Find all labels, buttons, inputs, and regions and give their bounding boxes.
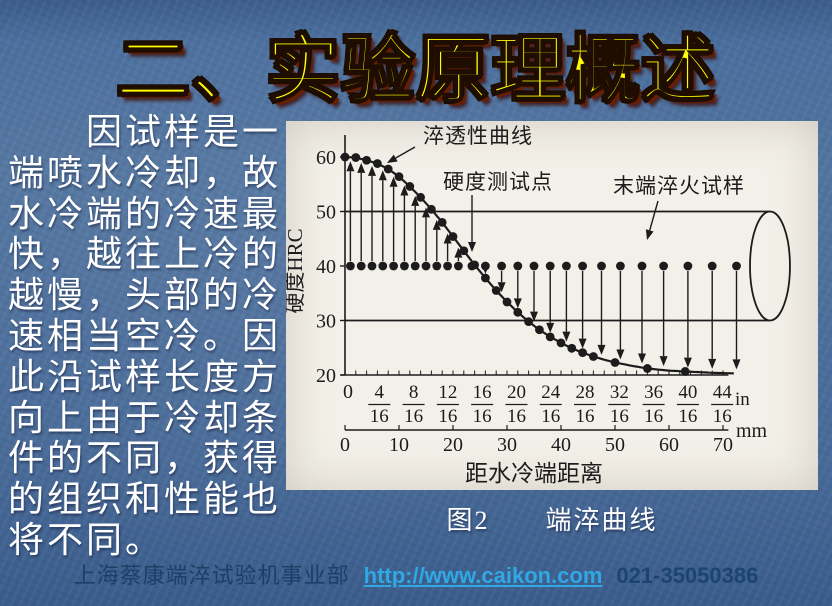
svg-text:16: 16 bbox=[473, 406, 492, 427]
body-paragraph: 因试样是一端喷水冷却，故水冷端的冷速最快，越往上冷的越慢，头部的冷速相当空冷。因… bbox=[8, 112, 282, 560]
svg-text:16: 16 bbox=[370, 406, 389, 427]
svg-text:36: 36 bbox=[644, 382, 663, 403]
svg-text:16: 16 bbox=[404, 406, 423, 427]
footer-phone: 021-35050386 bbox=[616, 563, 759, 588]
footer-company: 上海蔡康端淬试验机事业部 bbox=[73, 563, 350, 588]
svg-text:mm: mm bbox=[736, 420, 768, 442]
svg-text:20: 20 bbox=[316, 365, 336, 387]
svg-text:16: 16 bbox=[576, 406, 595, 427]
svg-text:10: 10 bbox=[389, 434, 409, 456]
svg-text:20: 20 bbox=[507, 382, 526, 403]
jominy-chart-svg: 20 30 40 50 60 硬度HRC 0 4 16 8 16 12 16 16 16 20 16 24 16 28… bbox=[286, 124, 791, 486]
svg-text:60: 60 bbox=[316, 147, 336, 169]
svg-text:40: 40 bbox=[678, 382, 697, 403]
svg-text:16: 16 bbox=[438, 406, 457, 427]
svg-text:12: 12 bbox=[438, 382, 457, 403]
svg-text:末端淬火试样: 末端淬火试样 bbox=[613, 174, 745, 198]
svg-text:16: 16 bbox=[507, 406, 526, 427]
svg-text:32: 32 bbox=[610, 382, 629, 403]
svg-text:44: 44 bbox=[713, 382, 733, 403]
jominy-figure: 20 30 40 50 60 硬度HRC 0 4 16 8 16 12 16 16 16 20 16 24 16 28… bbox=[286, 121, 818, 490]
svg-text:16: 16 bbox=[610, 406, 629, 427]
svg-text:8: 8 bbox=[409, 382, 419, 403]
svg-text:60: 60 bbox=[659, 434, 679, 456]
svg-text:40: 40 bbox=[551, 434, 571, 456]
svg-text:30: 30 bbox=[497, 434, 517, 456]
footer: 上海蔡康端淬试验机事业部 http://www.caikon.com 021-350… bbox=[0, 561, 832, 591]
svg-text:16: 16 bbox=[713, 406, 732, 427]
figure-caption-title: 端淬曲线 bbox=[545, 506, 658, 535]
svg-text:20: 20 bbox=[443, 434, 463, 456]
svg-text:距水冷端距离: 距水冷端距离 bbox=[465, 461, 603, 486]
svg-text:16: 16 bbox=[541, 406, 560, 427]
svg-text:16: 16 bbox=[644, 406, 663, 427]
svg-text:70: 70 bbox=[713, 434, 733, 456]
svg-text:50: 50 bbox=[316, 202, 336, 224]
slide-title: 二、实验原理概述 bbox=[115, 27, 716, 112]
svg-text:24: 24 bbox=[541, 382, 561, 403]
footer-link[interactable]: http://www.caikon.com bbox=[363, 563, 603, 588]
svg-text:淬透性曲线: 淬透性曲线 bbox=[423, 124, 533, 148]
figure-caption-label: 图2 bbox=[446, 506, 490, 535]
svg-text:0: 0 bbox=[340, 434, 350, 456]
svg-text:硬度HRC: 硬度HRC bbox=[286, 228, 307, 313]
svg-text:50: 50 bbox=[605, 434, 625, 456]
svg-text:40: 40 bbox=[316, 256, 336, 278]
svg-text:硬度测试点: 硬度测试点 bbox=[443, 170, 553, 194]
svg-text:16: 16 bbox=[473, 382, 492, 403]
svg-text:0: 0 bbox=[343, 381, 353, 403]
svg-text:4: 4 bbox=[375, 382, 385, 403]
svg-text:30: 30 bbox=[316, 311, 336, 333]
svg-text:in: in bbox=[735, 389, 750, 410]
svg-text:28: 28 bbox=[576, 382, 595, 403]
svg-text:16: 16 bbox=[678, 406, 697, 427]
figure-caption: 图2 端淬曲线 bbox=[286, 500, 818, 537]
